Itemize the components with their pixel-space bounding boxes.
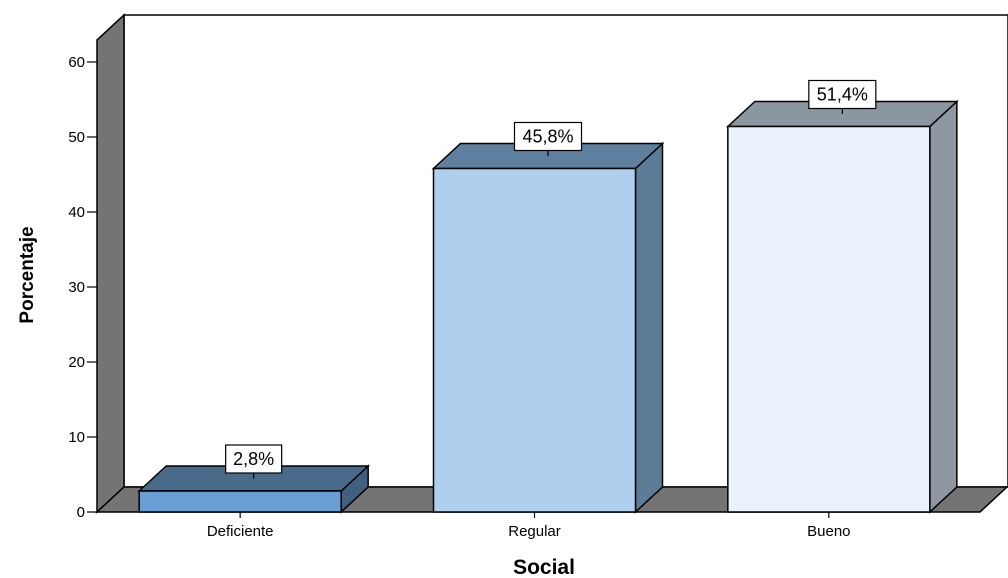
data-label: 51,4% (817, 85, 868, 105)
bar-front (727, 125, 931, 513)
data-label-box (225, 444, 283, 474)
y-tick-label: 30 (68, 279, 85, 296)
data-label: 45,8% (522, 127, 573, 147)
bar-side (634, 141, 664, 514)
x-tick-label: Regular (508, 523, 561, 540)
y-tick-label: 60 (68, 54, 85, 71)
bar: 51,4% (725, 79, 959, 514)
y-tick-label: 10 (68, 429, 85, 446)
bar-side (929, 99, 958, 514)
bar-front (138, 490, 342, 513)
x-axis-title: Social (513, 556, 575, 578)
y-tick-label: 0 (77, 504, 85, 521)
x-tick-label: Deficiente (207, 523, 274, 540)
x-tick-label: Bueno (807, 523, 850, 540)
y-tick-label: 40 (68, 204, 85, 221)
bar-front (432, 167, 637, 513)
bar: 2,8% (137, 444, 371, 514)
y-tick-label: 20 (68, 354, 85, 371)
data-label: 2,8% (233, 449, 274, 469)
bars: 2,8% 45,8% 51,4% (137, 79, 959, 514)
left-wall (96, 13, 125, 514)
data-label-box (808, 79, 877, 110)
data-label-box (513, 121, 583, 152)
category-labels: Deficiente Regular Bueno (207, 512, 851, 540)
y-tick-label: 50 (68, 129, 85, 146)
y-axis-title: Porcentaje (17, 226, 38, 323)
bar: 45,8% (431, 121, 665, 514)
y-axis: 0 10 20 30 40 50 60 (68, 54, 97, 521)
